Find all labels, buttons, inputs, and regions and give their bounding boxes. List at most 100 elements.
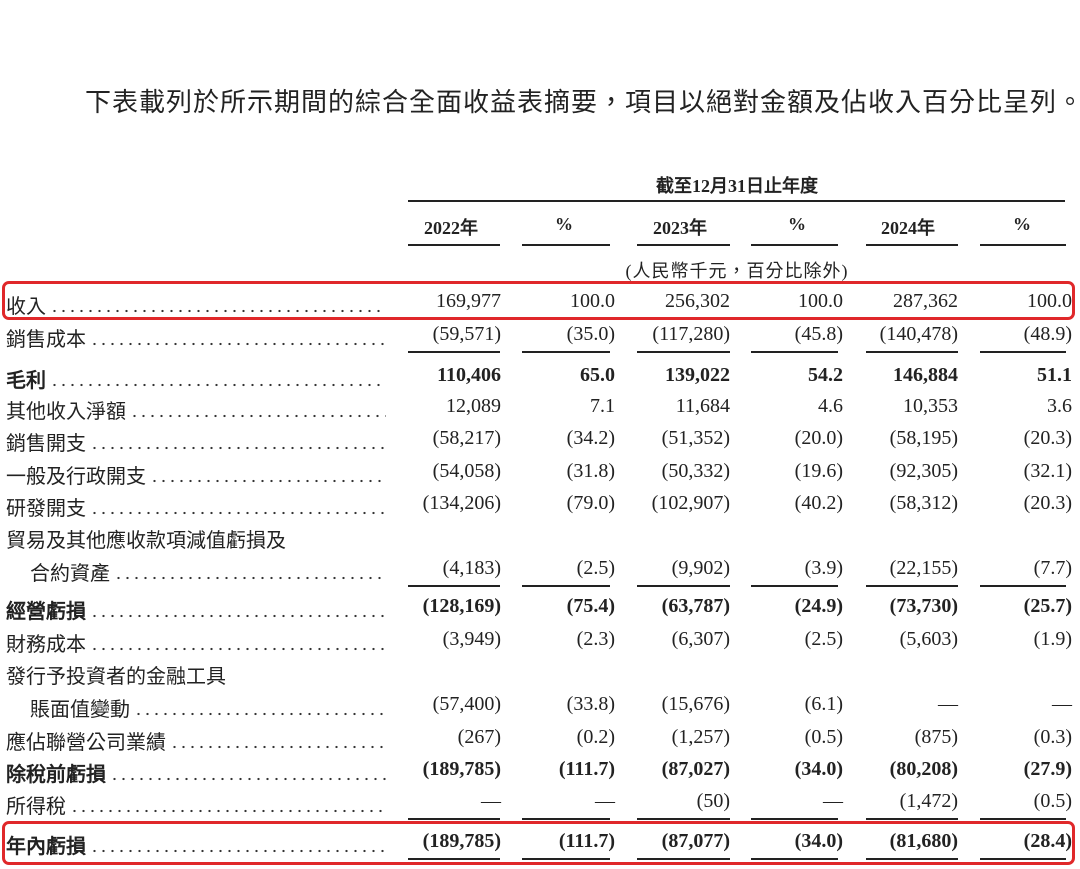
cell-value: (50,332) (661, 460, 730, 482)
cell-value: (24.9) (794, 595, 843, 617)
label-text: 貿易及其他應收款項減值虧損及 (6, 530, 286, 552)
label-text: 經營虧損 (6, 601, 86, 623)
label-text: 其他收入淨額 (6, 401, 126, 423)
cell-value: (2.5) (576, 557, 615, 579)
row-label: 貿易及其他應收款項減值虧損及 (6, 524, 386, 553)
cell-value: (0.5) (1033, 790, 1072, 812)
cell-value: (128,169) (422, 595, 501, 617)
row-label: 毛利 (6, 364, 386, 393)
leader-dots (50, 383, 386, 387)
total-rule (522, 351, 610, 353)
total-rule (637, 351, 730, 353)
label-text: 合約資產 (30, 563, 110, 585)
cell-value: (79.0) (566, 492, 615, 514)
cell-value: — (481, 790, 501, 812)
leader-dots (90, 614, 386, 618)
row-label: 所得稅 (6, 790, 386, 819)
cell-value: — (823, 790, 843, 812)
cell-value: (81,680) (889, 830, 958, 852)
total-rule (408, 585, 500, 587)
label-text: 銷售開支 (6, 433, 86, 455)
leader-dots (150, 479, 386, 483)
cell-value: (80,208) (889, 758, 958, 780)
cell-value: (48.9) (1023, 323, 1072, 345)
cell-value: (6,307) (671, 628, 730, 650)
cell-value: (31.8) (566, 460, 615, 482)
cell-value: (19.6) (794, 460, 843, 482)
total-rule (522, 585, 610, 587)
label-text: 毛利 (6, 370, 46, 392)
cell-value: 7.1 (590, 395, 615, 417)
cell-value: 100.0 (798, 290, 843, 312)
row-label: 經營虧損 (6, 595, 386, 624)
label-text: 一般及行政開支 (6, 466, 146, 488)
cell-value: 3.6 (1047, 395, 1072, 417)
row-label: 其他收入淨額 (6, 395, 386, 424)
column-header: % (1013, 214, 1031, 234)
cell-value: (4,183) (442, 557, 501, 579)
row-label: 賬面值變動 (30, 693, 386, 722)
leader-dots (70, 809, 386, 813)
label-text: 財務成本 (6, 634, 86, 656)
row-label: 銷售成本 (6, 323, 386, 352)
leader-dots (114, 576, 386, 580)
cell-value: (189,785) (422, 830, 501, 852)
label-text: 賬面值變動 (30, 699, 130, 721)
cell-value: (111.7) (558, 830, 615, 852)
leader-dots (90, 647, 386, 651)
total-rule (522, 858, 610, 860)
row-label: 一般及行政開支 (6, 460, 386, 489)
column-rule (522, 244, 610, 246)
total-rule (522, 818, 610, 820)
cell-value: 51.1 (1037, 364, 1072, 386)
row-label: 合約資產 (30, 557, 386, 586)
column-rule (980, 244, 1066, 246)
cell-value: (22,155) (889, 557, 958, 579)
column-header: 2024年 (881, 218, 935, 238)
cell-value: (140,478) (879, 323, 958, 345)
highlight-box (2, 821, 1075, 865)
cell-value: (59,571) (432, 323, 501, 345)
cell-value: (2.3) (576, 628, 615, 650)
leader-dots (90, 446, 386, 450)
row-label: 研發開支 (6, 492, 386, 521)
leader-dots (90, 511, 386, 515)
cell-value: (189,785) (422, 758, 501, 780)
total-rule (751, 585, 838, 587)
total-rule (637, 818, 730, 820)
cell-value: (0.5) (804, 726, 843, 748)
row-label: 財務成本 (6, 628, 386, 657)
cell-value: (2.5) (804, 628, 843, 650)
cell-value: (20.3) (1023, 492, 1072, 514)
column-rule (751, 244, 838, 246)
cell-value: (51,352) (661, 427, 730, 449)
cell-value: (73,730) (889, 595, 958, 617)
cell-value: (134,206) (422, 492, 501, 514)
leader-dots (90, 849, 386, 853)
cell-value: 10,353 (903, 395, 958, 417)
row-label: 年內虧損 (6, 830, 386, 859)
period-header: 截至12月31日止年度 (656, 176, 818, 196)
total-rule (980, 351, 1066, 353)
cell-value: 54.2 (808, 364, 843, 386)
row-label: 除稅前虧損 (6, 758, 386, 787)
total-rule (408, 818, 500, 820)
total-rule (980, 585, 1066, 587)
cell-value: 4.6 (818, 395, 843, 417)
cell-value: (102,907) (651, 492, 730, 514)
cell-value: (45.8) (794, 323, 843, 345)
cell-value: (7.7) (1033, 557, 1072, 579)
cell-value: 100.0 (570, 290, 615, 312)
total-rule (866, 858, 958, 860)
leader-dots (134, 712, 386, 716)
leader-dots (90, 342, 386, 346)
total-rule (637, 858, 730, 860)
label-text: 研發開支 (6, 498, 86, 520)
cell-value: (34.0) (794, 758, 843, 780)
cell-value: (3.9) (804, 557, 843, 579)
total-rule (866, 351, 958, 353)
intro-text: 下表載列於所示期間的綜合全面收益表摘要，項目以絕對金額及佔收入百分比呈列。 (85, 88, 1080, 117)
cell-value: (9,902) (671, 557, 730, 579)
cell-value: (35.0) (566, 323, 615, 345)
cell-value: (6.1) (804, 693, 843, 715)
